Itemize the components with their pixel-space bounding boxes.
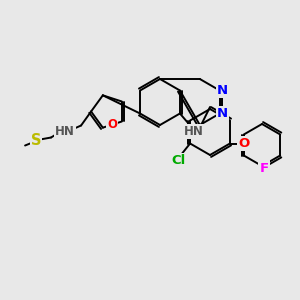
- Text: HN: HN: [184, 125, 204, 138]
- Text: O: O: [107, 118, 117, 131]
- Text: N: N: [217, 107, 228, 120]
- Text: HN: HN: [55, 125, 75, 138]
- Text: F: F: [260, 161, 268, 175]
- Text: O: O: [238, 137, 250, 150]
- Text: Cl: Cl: [171, 154, 185, 167]
- Text: N: N: [217, 84, 228, 97]
- Text: S: S: [31, 133, 41, 148]
